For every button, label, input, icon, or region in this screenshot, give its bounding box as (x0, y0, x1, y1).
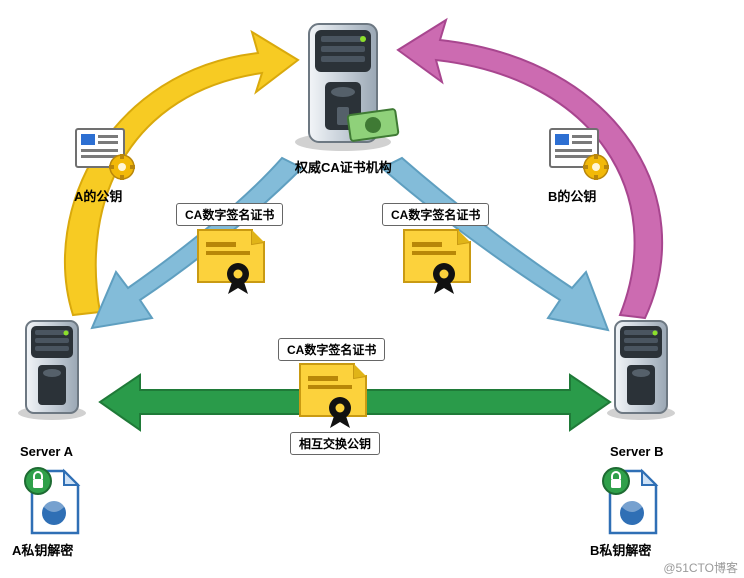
signed-cert-mid (296, 360, 370, 435)
ca-sign-label-right: CA数字签名证书 (382, 203, 489, 226)
privkey-file-icon (600, 465, 664, 539)
signed-cert-right (400, 226, 474, 301)
exchange-label: 相互交换公钥 (290, 432, 380, 455)
server-icon (16, 313, 96, 423)
privkey-a (22, 465, 86, 544)
signed-cert-icon (296, 360, 370, 430)
signed-cert-icon (400, 226, 474, 296)
signed-cert-icon (194, 226, 268, 296)
privkey-b (600, 465, 664, 544)
ca-sign-label-mid: CA数字签名证书 (278, 338, 385, 361)
watermark: @51CTO博客 (663, 559, 738, 576)
signed-cert-left (194, 226, 268, 301)
cert-gear-icon (548, 127, 612, 185)
pubkey-a (74, 127, 138, 190)
ca-server-label: 权威CA证书机构 (295, 157, 392, 176)
pubkey-b (548, 127, 612, 190)
server-b-label: Server B (610, 444, 663, 459)
privkey-a-label: A私钥解密 (12, 540, 73, 559)
money-icon (347, 106, 403, 147)
cert-gear-icon (74, 127, 138, 185)
pubkey-b-label: B的公钥 (548, 186, 596, 205)
privkey-b-label: B私钥解密 (590, 540, 651, 559)
server-icon (605, 313, 685, 423)
server-a (16, 313, 96, 428)
pubkey-a-label: A的公钥 (74, 186, 122, 205)
privkey-file-icon (22, 465, 86, 539)
ca-sign-label-left: CA数字签名证书 (176, 203, 283, 226)
server-a-label: Server A (20, 444, 73, 459)
server-b (605, 313, 685, 428)
